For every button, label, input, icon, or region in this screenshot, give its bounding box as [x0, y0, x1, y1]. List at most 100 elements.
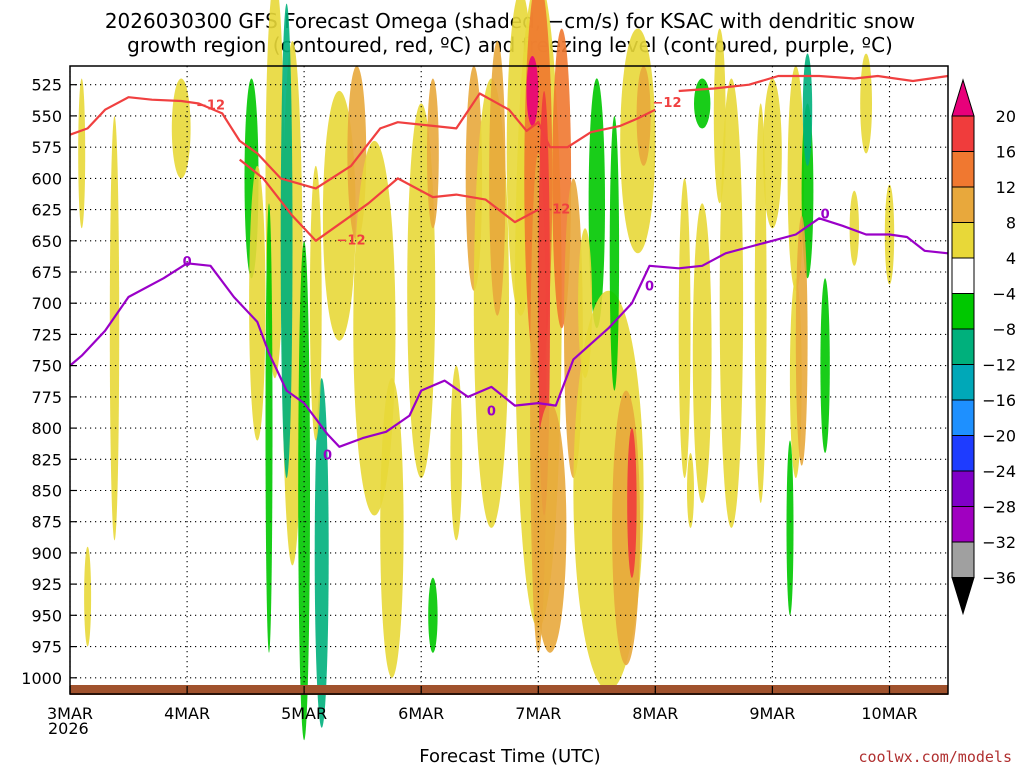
colorbar-swatch — [951, 186, 975, 223]
y-tick-label: 875 — [31, 513, 62, 532]
freezing-level-contour-label: 0 — [323, 448, 332, 463]
omega-shaded-region — [678, 178, 691, 478]
omega-shaded-region — [380, 378, 404, 678]
freezing-level-contour-label: 0 — [183, 255, 192, 270]
colorbar-label: −20 — [982, 427, 1016, 446]
omega-shaded-region — [849, 190, 859, 266]
omega-shaded-region — [609, 116, 620, 391]
omega-shaded-region — [588, 78, 605, 329]
colorbar-swatch — [951, 541, 975, 578]
x-tick-label: 9MAR — [749, 704, 795, 723]
x-tick-label: 8MAR — [632, 704, 678, 723]
y-tick-label: 900 — [31, 544, 62, 563]
y-tick-label: 625 — [31, 201, 62, 220]
colorbar-swatch — [951, 293, 975, 330]
omega-shaded-region — [692, 203, 712, 503]
colorbar-swatch — [951, 435, 975, 472]
colorbar: 20 16 12 8 4 −4 −8 −12 −16 −20 −24 −28 −32 −36 — [951, 78, 1016, 616]
y-tick-label: 825 — [31, 450, 62, 469]
y-tick-label: 700 — [31, 294, 62, 313]
ground-terrain — [70, 685, 948, 695]
y-tick-label: 725 — [31, 325, 62, 344]
plot-frame — [69, 65, 949, 695]
x-tick-label: 3MAR — [47, 704, 93, 723]
freezing-level-contour — [69, 217, 949, 448]
x-year-label: 2026 — [48, 719, 89, 738]
colorbar-label: 8 — [1006, 214, 1016, 233]
colorbar-label: −12 — [982, 356, 1016, 375]
omega-shaded-region — [84, 546, 92, 647]
y-tick-label: 1000 — [21, 669, 62, 688]
colorbar-label: −28 — [982, 498, 1016, 517]
x-tick-label: 5MAR — [281, 704, 327, 723]
omega-shaded-region — [109, 116, 120, 541]
omega-shaded-region — [450, 365, 463, 541]
omega-shaded-region — [78, 78, 86, 229]
omega-shaded-region — [171, 78, 191, 179]
colorbar-top-arrow — [951, 78, 975, 117]
contour-layer: 0 0 0 0 0 −12 −12 −12 −12 — [69, 74, 949, 463]
omega-shaded-region — [526, 56, 539, 126]
omega-shaded-region — [786, 440, 794, 616]
freezing-level-contour-label: 0 — [487, 405, 496, 420]
colorbar-label: −36 — [982, 569, 1016, 588]
colorbar-label: −8 — [992, 320, 1016, 339]
colorbar-label: −16 — [982, 391, 1016, 410]
colorbar-swatch — [951, 151, 975, 188]
dgz-upper-contour-label: −12 — [653, 96, 682, 111]
colorbar-swatch — [951, 364, 975, 401]
x-axis-ticks: 3MAR 4MAR 5MAR 6MAR 7MAR 8MAR 9MAR 10MAR — [47, 686, 918, 723]
y-tick-label: 925 — [31, 575, 62, 594]
omega-shaded-region — [489, 41, 506, 316]
y-tick-label: 775 — [31, 388, 62, 407]
colorbar-bottom-arrow — [951, 577, 975, 616]
omega-shaded-region — [533, 403, 567, 653]
y-tick-label: 525 — [31, 76, 62, 95]
y-axis-ticks: 525 550 575 600 625 650 675 700 725 750 775 800 825 8… — [21, 76, 77, 688]
colorbar-label: 16 — [996, 143, 1016, 162]
omega-shaded-region — [427, 78, 439, 229]
dgz-lower-contour — [239, 158, 539, 242]
y-tick-label: 600 — [31, 169, 62, 188]
dgz-upper-contour-label: −12 — [196, 99, 225, 114]
y-tick-label: 975 — [31, 638, 62, 657]
y-tick-label: 800 — [31, 419, 62, 438]
colorbar-label: −4 — [992, 285, 1016, 304]
x-tick-label: 6MAR — [398, 704, 444, 723]
credit-text: coolwx.com/models — [858, 748, 1012, 766]
colorbar-swatch — [951, 328, 975, 365]
omega-shaded-region — [694, 78, 711, 129]
x-tick-label: 7MAR — [515, 704, 561, 723]
dgz-lower-contour-label: −12 — [541, 202, 570, 217]
colorbar-swatch — [951, 115, 975, 152]
y-tick-label: 750 — [31, 357, 62, 376]
omega-shaded-region — [860, 53, 872, 154]
omega-shaded-region — [795, 215, 808, 466]
omega-shaded-region — [802, 53, 813, 166]
colorbar-label: −24 — [982, 462, 1016, 481]
dgz-lower-contour-label: −12 — [337, 234, 366, 249]
y-tick-label: 650 — [31, 232, 62, 251]
omega-shaded-region — [298, 240, 310, 741]
freezing-level-contour-label: 0 — [821, 207, 830, 222]
x-tick-label: 10MAR — [861, 704, 917, 723]
omega-shading-layer — [78, 0, 895, 741]
y-tick-label: 575 — [31, 138, 62, 157]
colorbar-label: −32 — [982, 533, 1016, 552]
dgz-upper-contour — [69, 92, 656, 190]
omega-shaded-region — [249, 165, 266, 441]
x-tick-label: 4MAR — [164, 704, 210, 723]
chart-title-line1: 2026030300 GFS Forecast Omega (shaded, −… — [105, 9, 915, 33]
colorbar-label: 4 — [1006, 249, 1016, 268]
y-tick-label: 550 — [31, 107, 62, 126]
freezing-level-contour-label: 0 — [645, 280, 654, 295]
omega-shaded-region — [763, 78, 782, 229]
omega-shaded-region — [314, 378, 329, 728]
omega-shaded-region — [428, 577, 438, 653]
dgz-top-right-contour — [678, 74, 949, 93]
omega-shaded-region — [265, 203, 273, 653]
colorbar-label: 20 — [996, 107, 1016, 126]
colorbar-swatch — [951, 257, 975, 294]
omega-shaded-region — [627, 428, 637, 578]
